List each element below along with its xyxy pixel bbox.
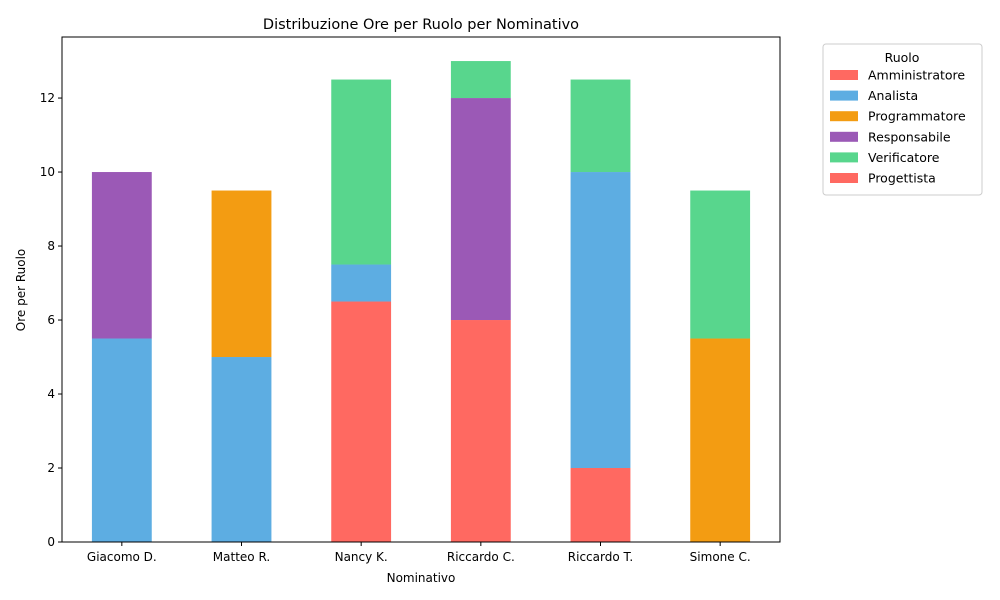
chart-title: Distribuzione Ore per Ruolo per Nominati… bbox=[263, 17, 579, 33]
plot-frame bbox=[61, 36, 781, 543]
x-tick-label: Riccardo T. bbox=[568, 550, 633, 564]
bar-segment bbox=[211, 190, 272, 358]
y-tick-label: 8 bbox=[47, 239, 55, 253]
x-axis: Giacomo D. Matteo R. Nancy K. Riccardo C. Ri… bbox=[87, 542, 751, 564]
bar-segment bbox=[690, 190, 751, 339]
bar-segment bbox=[450, 320, 511, 542]
legend-label: Progettista bbox=[868, 171, 936, 186]
x-tick-label: Simone C. bbox=[690, 550, 751, 564]
bar-segment bbox=[331, 264, 392, 302]
legend-title: Ruolo bbox=[885, 50, 920, 65]
y-tick-label: 6 bbox=[47, 313, 55, 327]
legend: Ruolo Amministratore Analista Programmator… bbox=[822, 43, 983, 196]
legend-items: Amministratore Analista Programmatore Respo… bbox=[830, 68, 966, 186]
legend-label: Amministratore bbox=[868, 68, 965, 83]
bar-segment bbox=[450, 98, 511, 321]
legend-frame bbox=[822, 43, 983, 196]
x-tick-label: Matteo R. bbox=[213, 550, 270, 564]
x-tick-label: Riccardo C. bbox=[447, 550, 515, 564]
legend-swatch bbox=[830, 173, 858, 183]
y-tick-label: 0 bbox=[47, 535, 55, 549]
y-axis: 0 2 4 6 8 10 12 bbox=[40, 91, 62, 549]
legend-swatch bbox=[830, 70, 858, 80]
bars-group bbox=[91, 61, 751, 542]
legend-swatch bbox=[830, 90, 858, 101]
bar-segment bbox=[570, 79, 631, 173]
bar-segment bbox=[91, 172, 152, 339]
legend-label: Programmatore bbox=[868, 109, 966, 124]
x-tick-label: Nancy K. bbox=[335, 550, 388, 564]
bar-segment bbox=[91, 338, 152, 542]
bar-segment bbox=[211, 357, 272, 542]
legend-label: Verificatore bbox=[868, 150, 940, 165]
x-axis-label: Nominativo bbox=[387, 571, 456, 585]
x-tick-label: Giacomo D. bbox=[87, 550, 157, 564]
bar-segment bbox=[331, 79, 392, 265]
bar-segment bbox=[690, 338, 751, 542]
y-tick-label: 12 bbox=[40, 91, 55, 105]
y-tick-label: 4 bbox=[47, 387, 55, 401]
legend-label: Responsabile bbox=[868, 129, 951, 144]
legend-swatch bbox=[830, 152, 858, 163]
bar-segment bbox=[450, 61, 511, 99]
bar-segment bbox=[570, 468, 631, 542]
legend-swatch bbox=[830, 111, 858, 122]
legend-swatch bbox=[830, 131, 858, 142]
y-tick-label: 2 bbox=[47, 461, 55, 475]
y-tick-label: 10 bbox=[40, 165, 55, 179]
bar-segment bbox=[570, 172, 631, 469]
bar-segment bbox=[331, 301, 392, 542]
y-axis-label: Ore per Ruolo bbox=[14, 249, 28, 331]
legend-label: Analista bbox=[868, 88, 918, 103]
